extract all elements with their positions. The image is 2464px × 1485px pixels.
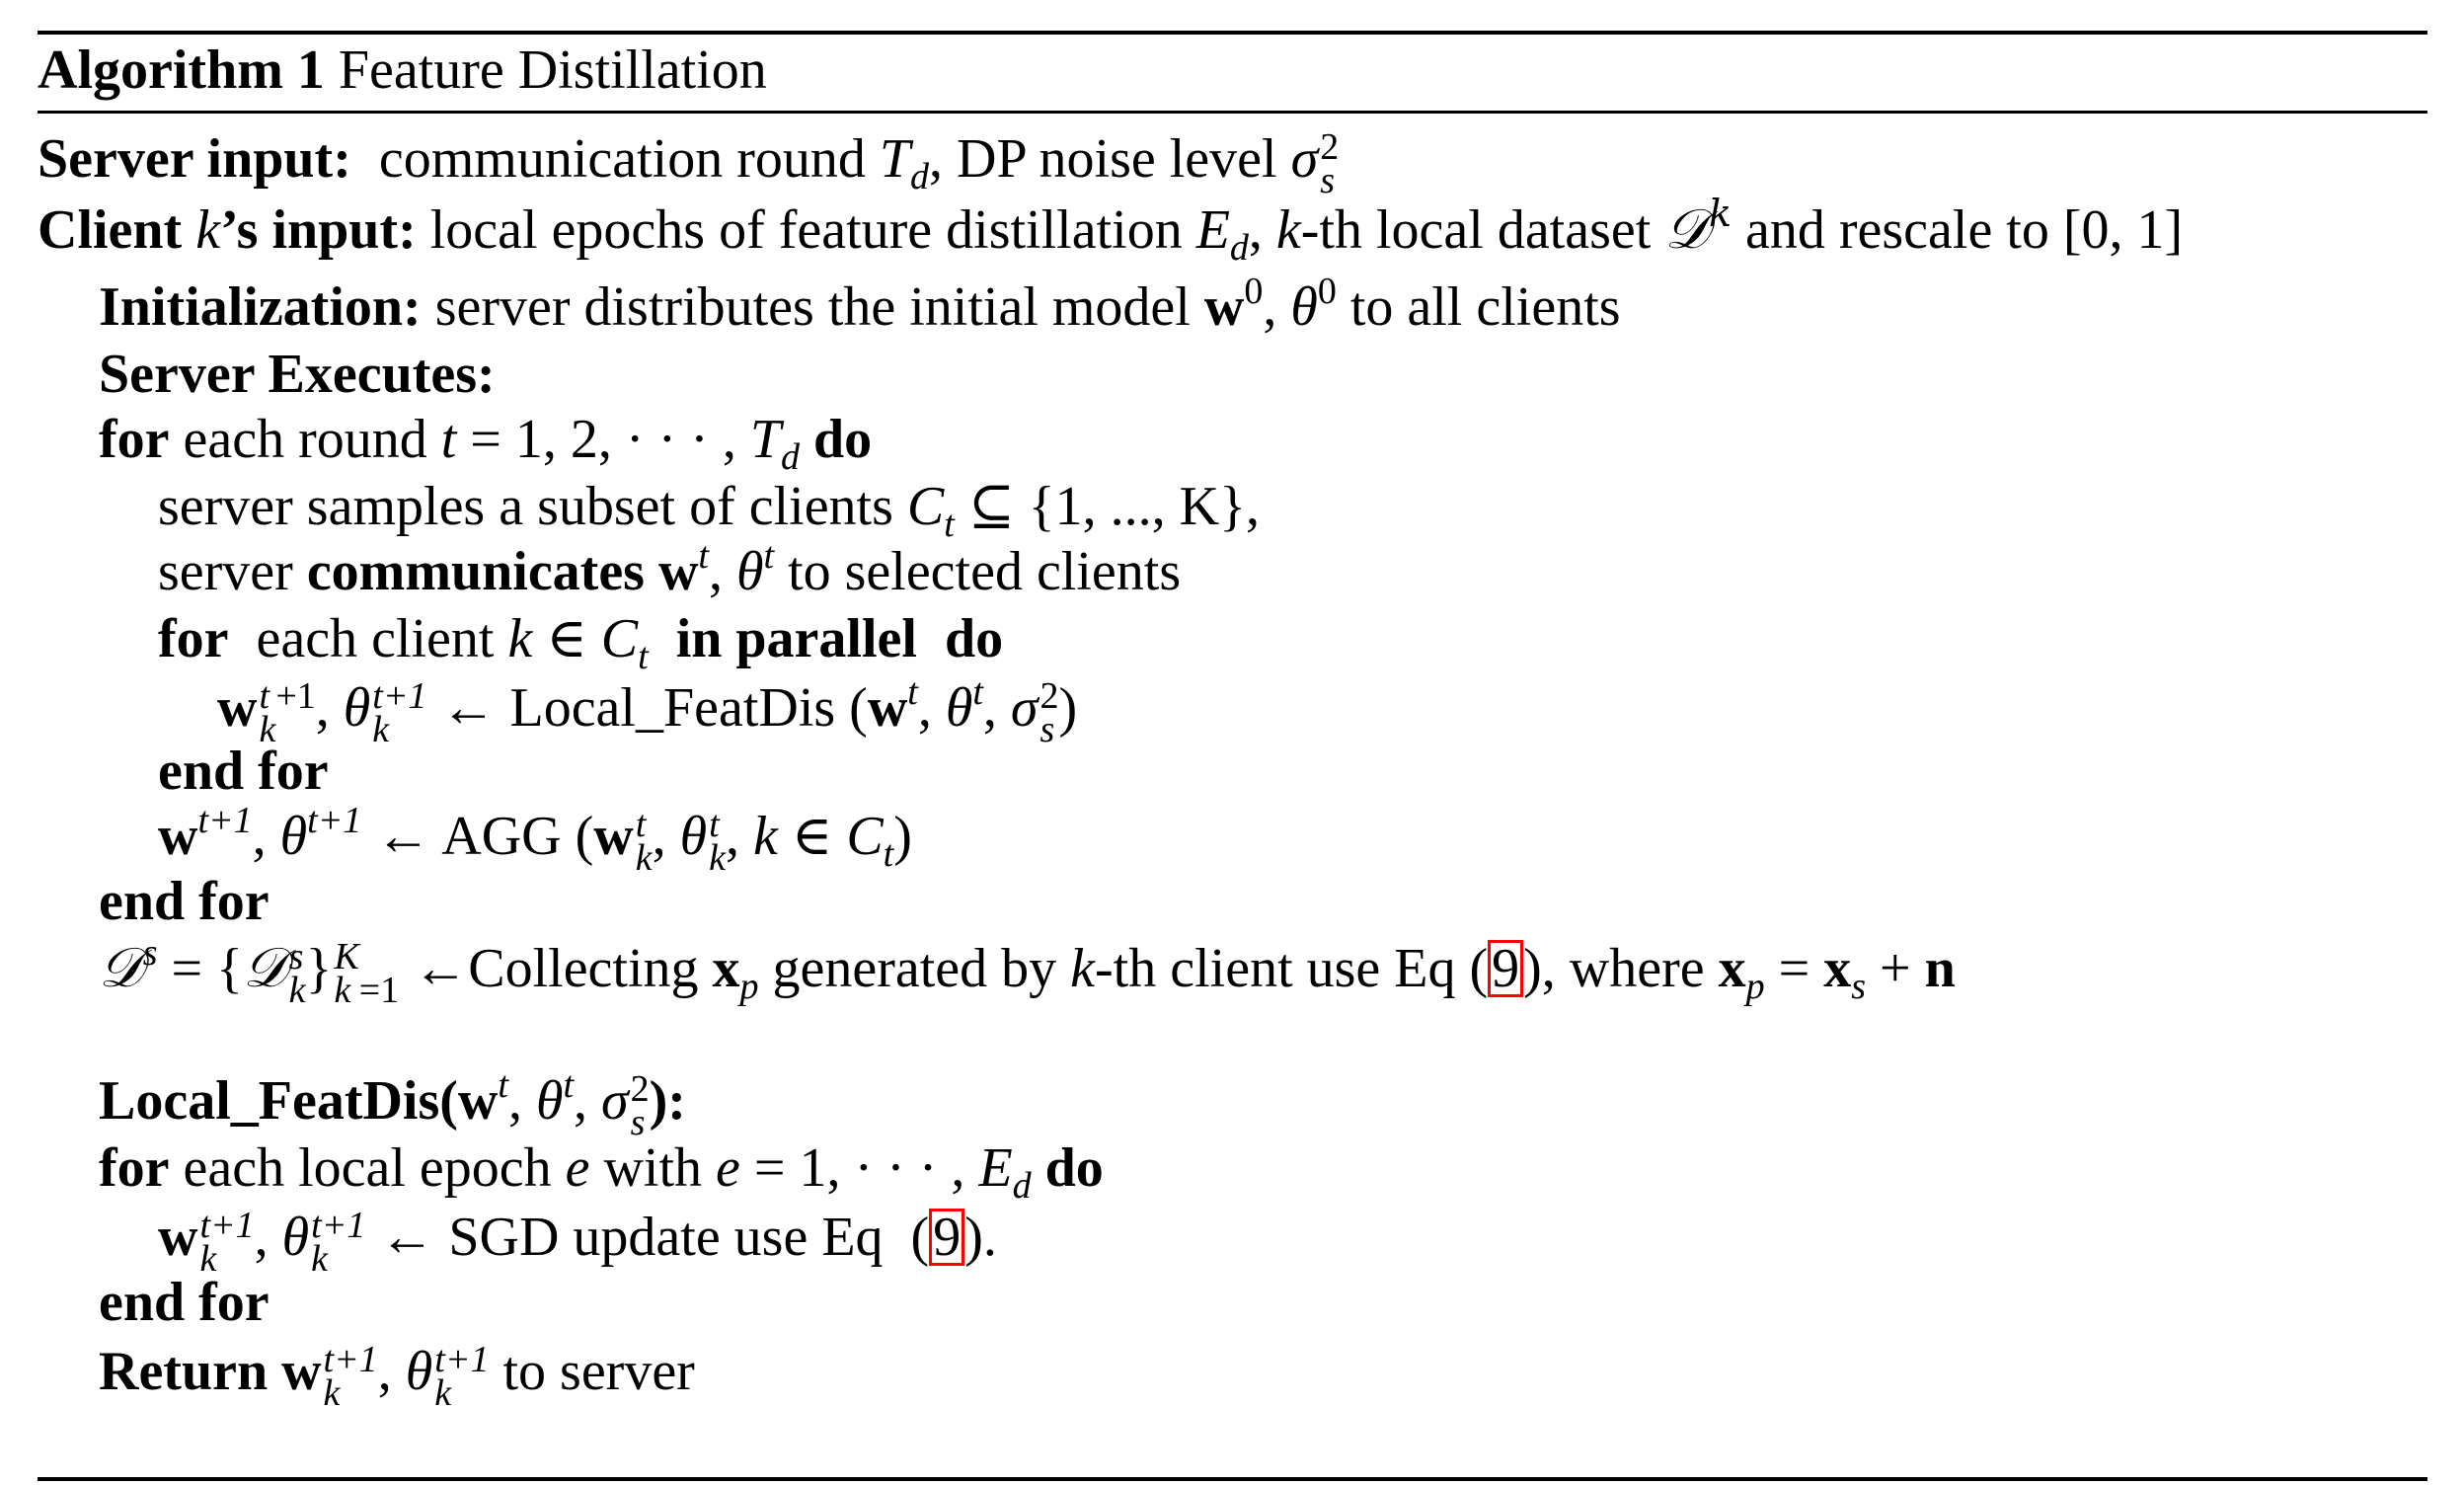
do-keyword: do xyxy=(1044,1137,1104,1199)
assign-arrow: ← xyxy=(440,677,497,739)
for-keyword: for xyxy=(99,1137,170,1199)
algorithm-caption: Algorithm 1 Feature Distillation xyxy=(38,38,767,103)
end-for-epoch: end for xyxy=(99,1272,270,1333)
epoch-loop-text: each local epoch xyxy=(183,1137,552,1199)
end-for-inner: end for xyxy=(158,741,329,802)
caption-rule xyxy=(38,111,2427,114)
server-input-label: Server input: xyxy=(38,128,351,190)
epoch-loop-line: for each local epoch e with e = 1, · · ·… xyxy=(99,1137,1104,1207)
communicate-text: server xyxy=(158,541,293,602)
initialization-line: Initialization: server distributes the i… xyxy=(99,271,1621,338)
client-input-label-a: Client xyxy=(38,199,183,261)
sgd-text: SGD update use Eq xyxy=(448,1207,884,1268)
communicates-keyword: communicates xyxy=(306,541,645,602)
for-keyword: for xyxy=(99,409,170,470)
client-input-label-b: ’s input: xyxy=(220,199,417,261)
init-label: Initialization: xyxy=(99,276,422,338)
bottom-rule xyxy=(38,1477,2427,1481)
local-featdis-call: Local_FeatDis xyxy=(509,677,836,739)
return-text: to server xyxy=(502,1341,695,1402)
client-input-text-b: -th local dataset xyxy=(1300,199,1652,261)
local-call-line: w t k +1 , θ t+1 k ← Local_FeatDis (wt, θt, σ… xyxy=(217,671,1078,751)
do-keyword: do xyxy=(944,608,1004,669)
server-input-text-b: , DP noise level xyxy=(929,128,1277,190)
algorithm-title: Feature Distillation xyxy=(338,39,767,101)
assign-arrow: ← xyxy=(375,806,431,867)
agg-call: AGG xyxy=(441,806,562,867)
assign-arrow: ← xyxy=(379,1207,435,1268)
client-input-text-c: and rescale to xyxy=(1745,199,2049,261)
parallel-keyword: in parallel xyxy=(675,608,917,669)
equation-ref-link[interactable]: 9 xyxy=(929,1209,965,1266)
round-loop-text: each round xyxy=(183,409,427,470)
return-keyword: Return xyxy=(99,1341,269,1402)
round-range: = 1, 2, · · · , xyxy=(470,409,736,470)
round-loop-line: for each round t = 1, 2, · · · , Td do xyxy=(99,409,873,478)
sample-text: server samples a subset of clients xyxy=(158,476,893,537)
collect-text: Collecting xyxy=(468,938,699,999)
epoch-loop-with: with xyxy=(603,1137,703,1199)
for-keyword: for xyxy=(158,608,229,669)
epoch-range: = 1, · · · , xyxy=(753,1137,965,1199)
return-line: Return w t+1 k, θ t+1 k to server xyxy=(99,1339,695,1415)
sample-line: server samples a subset of clients Ct ⊆ … xyxy=(158,476,1260,545)
sgd-tail: ). xyxy=(964,1207,997,1268)
end-for-outer: end for xyxy=(99,871,270,932)
client-loop-text: each client xyxy=(256,608,495,669)
top-rule xyxy=(38,31,2427,35)
server-input-text: communication round xyxy=(378,128,866,190)
local-featdis-def: Local_FeatDis(wt, θt, σ 2 s): xyxy=(99,1064,686,1144)
local-featdis-label: Local_FeatDis( xyxy=(99,1070,458,1132)
rescale-range: [0, 1] xyxy=(2062,199,2184,261)
sgd-update-line: w t+1 k, θ t+1 k ← SGD update use Eq (9). xyxy=(158,1205,997,1281)
client-loop-line: for each client k ∈ Ct in parallel do xyxy=(158,608,1004,677)
communicate-line: server communicates wt, θt to selected c… xyxy=(158,535,1182,602)
init-text: server distributes the initial model xyxy=(434,276,1191,338)
communicate-text-b: to selected clients xyxy=(788,541,1182,602)
assign-arrow: ← xyxy=(413,938,469,999)
client-input-line: Client k’s input: local epochs of featur… xyxy=(38,192,2184,269)
collect-text-d: ), where xyxy=(1523,938,1705,999)
collect-text-c: -th client use Eq xyxy=(1095,938,1456,999)
algorithm-label: Algorithm 1 xyxy=(38,39,325,101)
server-input-line: Server input: communication round Td, DP… xyxy=(38,126,1340,202)
equation-ref-link[interactable]: 9 xyxy=(1488,940,1524,997)
do-keyword: do xyxy=(812,409,873,470)
server-executes-label: Server Executes: xyxy=(99,344,496,405)
init-text-b: to all clients xyxy=(1349,276,1621,338)
client-input-text: local epochs of feature distillation xyxy=(429,199,1183,261)
client-set: ⊆ {1, ..., K}, xyxy=(967,476,1260,537)
collect-text-b: generated by xyxy=(772,938,1057,999)
